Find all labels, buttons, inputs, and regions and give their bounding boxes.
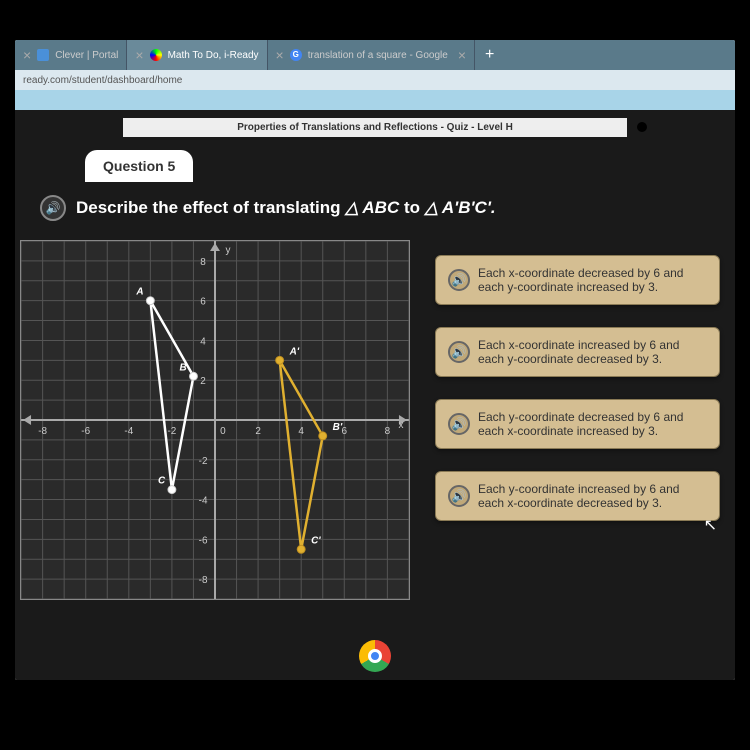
answer-text: Each y-coordinate decreased by 6 and eac… bbox=[478, 410, 707, 438]
tabs-bar: × Clever | Portal × Math To Do, i-Ready … bbox=[15, 40, 735, 70]
answer-option-2[interactable]: 🔊 Each x-coordinate increased by 6 and e… bbox=[435, 327, 720, 377]
speaker-icon[interactable]: 🔊 bbox=[448, 269, 470, 291]
coordinate-graph: -8 -6 -4 -2 2 4 6 8 -8 -6 -4 -2 2 4 6 8 0 A B C A' B' C' y x bbox=[20, 240, 410, 600]
speaker-icon[interactable]: 🔊 bbox=[40, 195, 66, 221]
svg-text:B: B bbox=[180, 362, 187, 373]
bookmarks-bar bbox=[15, 90, 735, 110]
svg-text:y: y bbox=[225, 245, 230, 256]
svg-text:-6: -6 bbox=[199, 535, 208, 546]
svg-text:2: 2 bbox=[255, 426, 261, 437]
google-icon: G bbox=[290, 49, 302, 61]
tab-label: Math To Do, i-Ready bbox=[168, 50, 259, 61]
speaker-icon[interactable]: 🔊 bbox=[448, 485, 470, 507]
svg-text:-6: -6 bbox=[81, 426, 90, 437]
svg-text:-2: -2 bbox=[199, 456, 208, 467]
close-icon[interactable]: × bbox=[135, 47, 143, 63]
url-bar[interactable]: ready.com/student/dashboard/home bbox=[15, 70, 735, 90]
close-icon[interactable]: × bbox=[23, 47, 31, 63]
cursor-icon: ↖ bbox=[704, 515, 717, 535]
main-area: -8 -6 -4 -2 2 4 6 8 -8 -6 -4 -2 2 4 6 8 0 A B C A' B' C' y x… bbox=[15, 240, 735, 680]
svg-text:-8: -8 bbox=[38, 426, 47, 437]
svg-text:B': B' bbox=[333, 422, 343, 433]
iready-icon bbox=[150, 49, 162, 61]
prompt-row: 🔊 Describe the effect of translating △ A… bbox=[40, 195, 496, 221]
tab-google[interactable]: × G translation of a square - Google × bbox=[268, 40, 475, 70]
clever-icon bbox=[37, 49, 49, 61]
speaker-icon[interactable]: 🔊 bbox=[448, 413, 470, 435]
svg-text:-4: -4 bbox=[124, 426, 133, 437]
svg-text:x: x bbox=[398, 420, 403, 431]
svg-text:6: 6 bbox=[200, 297, 206, 308]
close-icon[interactable]: × bbox=[276, 47, 284, 63]
lesson-title-bar: Properties of Translations and Reflectio… bbox=[123, 118, 627, 137]
close-icon[interactable]: × bbox=[458, 47, 466, 63]
svg-text:8: 8 bbox=[200, 257, 206, 268]
tab-label: Clever | Portal bbox=[55, 50, 118, 61]
device-frame: × Clever | Portal × Math To Do, i-Ready … bbox=[0, 0, 750, 750]
lesson-content: Properties of Translations and Reflectio… bbox=[15, 110, 735, 680]
prompt-text: Describe the effect of translating △ ABC… bbox=[76, 198, 496, 218]
answers-column: 🔊 Each x-coordinate decreased by 6 and e… bbox=[410, 240, 735, 680]
tab-iready[interactable]: × Math To Do, i-Ready bbox=[127, 40, 267, 70]
svg-text:4: 4 bbox=[298, 426, 304, 437]
chrome-icon[interactable] bbox=[359, 640, 391, 672]
browser-window: × Clever | Portal × Math To Do, i-Ready … bbox=[15, 40, 735, 680]
tab-clever[interactable]: × Clever | Portal bbox=[15, 40, 127, 70]
question-number-tag: Question 5 bbox=[85, 150, 193, 182]
svg-text:-8: -8 bbox=[199, 575, 208, 586]
url-text: ready.com/student/dashboard/home bbox=[23, 75, 182, 86]
svg-text:A: A bbox=[135, 287, 143, 298]
svg-text:A': A' bbox=[289, 346, 300, 357]
svg-text:2: 2 bbox=[200, 376, 206, 387]
answer-option-1[interactable]: 🔊 Each x-coordinate decreased by 6 and e… bbox=[435, 255, 720, 305]
svg-text:4: 4 bbox=[200, 336, 206, 347]
answer-text: Each x-coordinate increased by 6 and eac… bbox=[478, 338, 707, 366]
new-tab-button[interactable]: + bbox=[475, 46, 504, 64]
graph-svg: -8 -6 -4 -2 2 4 6 8 -8 -6 -4 -2 2 4 6 8 0 A B C A' B' C' y x bbox=[21, 241, 409, 599]
answer-text: Each x-coordinate decreased by 6 and eac… bbox=[478, 266, 707, 294]
svg-text:6: 6 bbox=[342, 426, 348, 437]
answer-text: Each y-coordinate increased by 6 and eac… bbox=[478, 482, 707, 510]
svg-text:-4: -4 bbox=[199, 496, 208, 507]
svg-text:8: 8 bbox=[385, 426, 391, 437]
tab-label: translation of a square - Google bbox=[308, 50, 448, 61]
answer-option-3[interactable]: 🔊 Each y-coordinate decreased by 6 and e… bbox=[435, 399, 720, 449]
svg-text:-2: -2 bbox=[167, 426, 176, 437]
speaker-icon[interactable]: 🔊 bbox=[448, 341, 470, 363]
svg-text:0: 0 bbox=[220, 426, 226, 437]
svg-text:C': C' bbox=[311, 535, 321, 546]
progress-dot bbox=[637, 122, 647, 132]
answer-option-4[interactable]: 🔊 Each y-coordinate increased by 6 and e… bbox=[435, 471, 720, 521]
svg-text:C: C bbox=[158, 476, 166, 487]
lesson-title: Properties of Translations and Reflectio… bbox=[237, 122, 513, 133]
